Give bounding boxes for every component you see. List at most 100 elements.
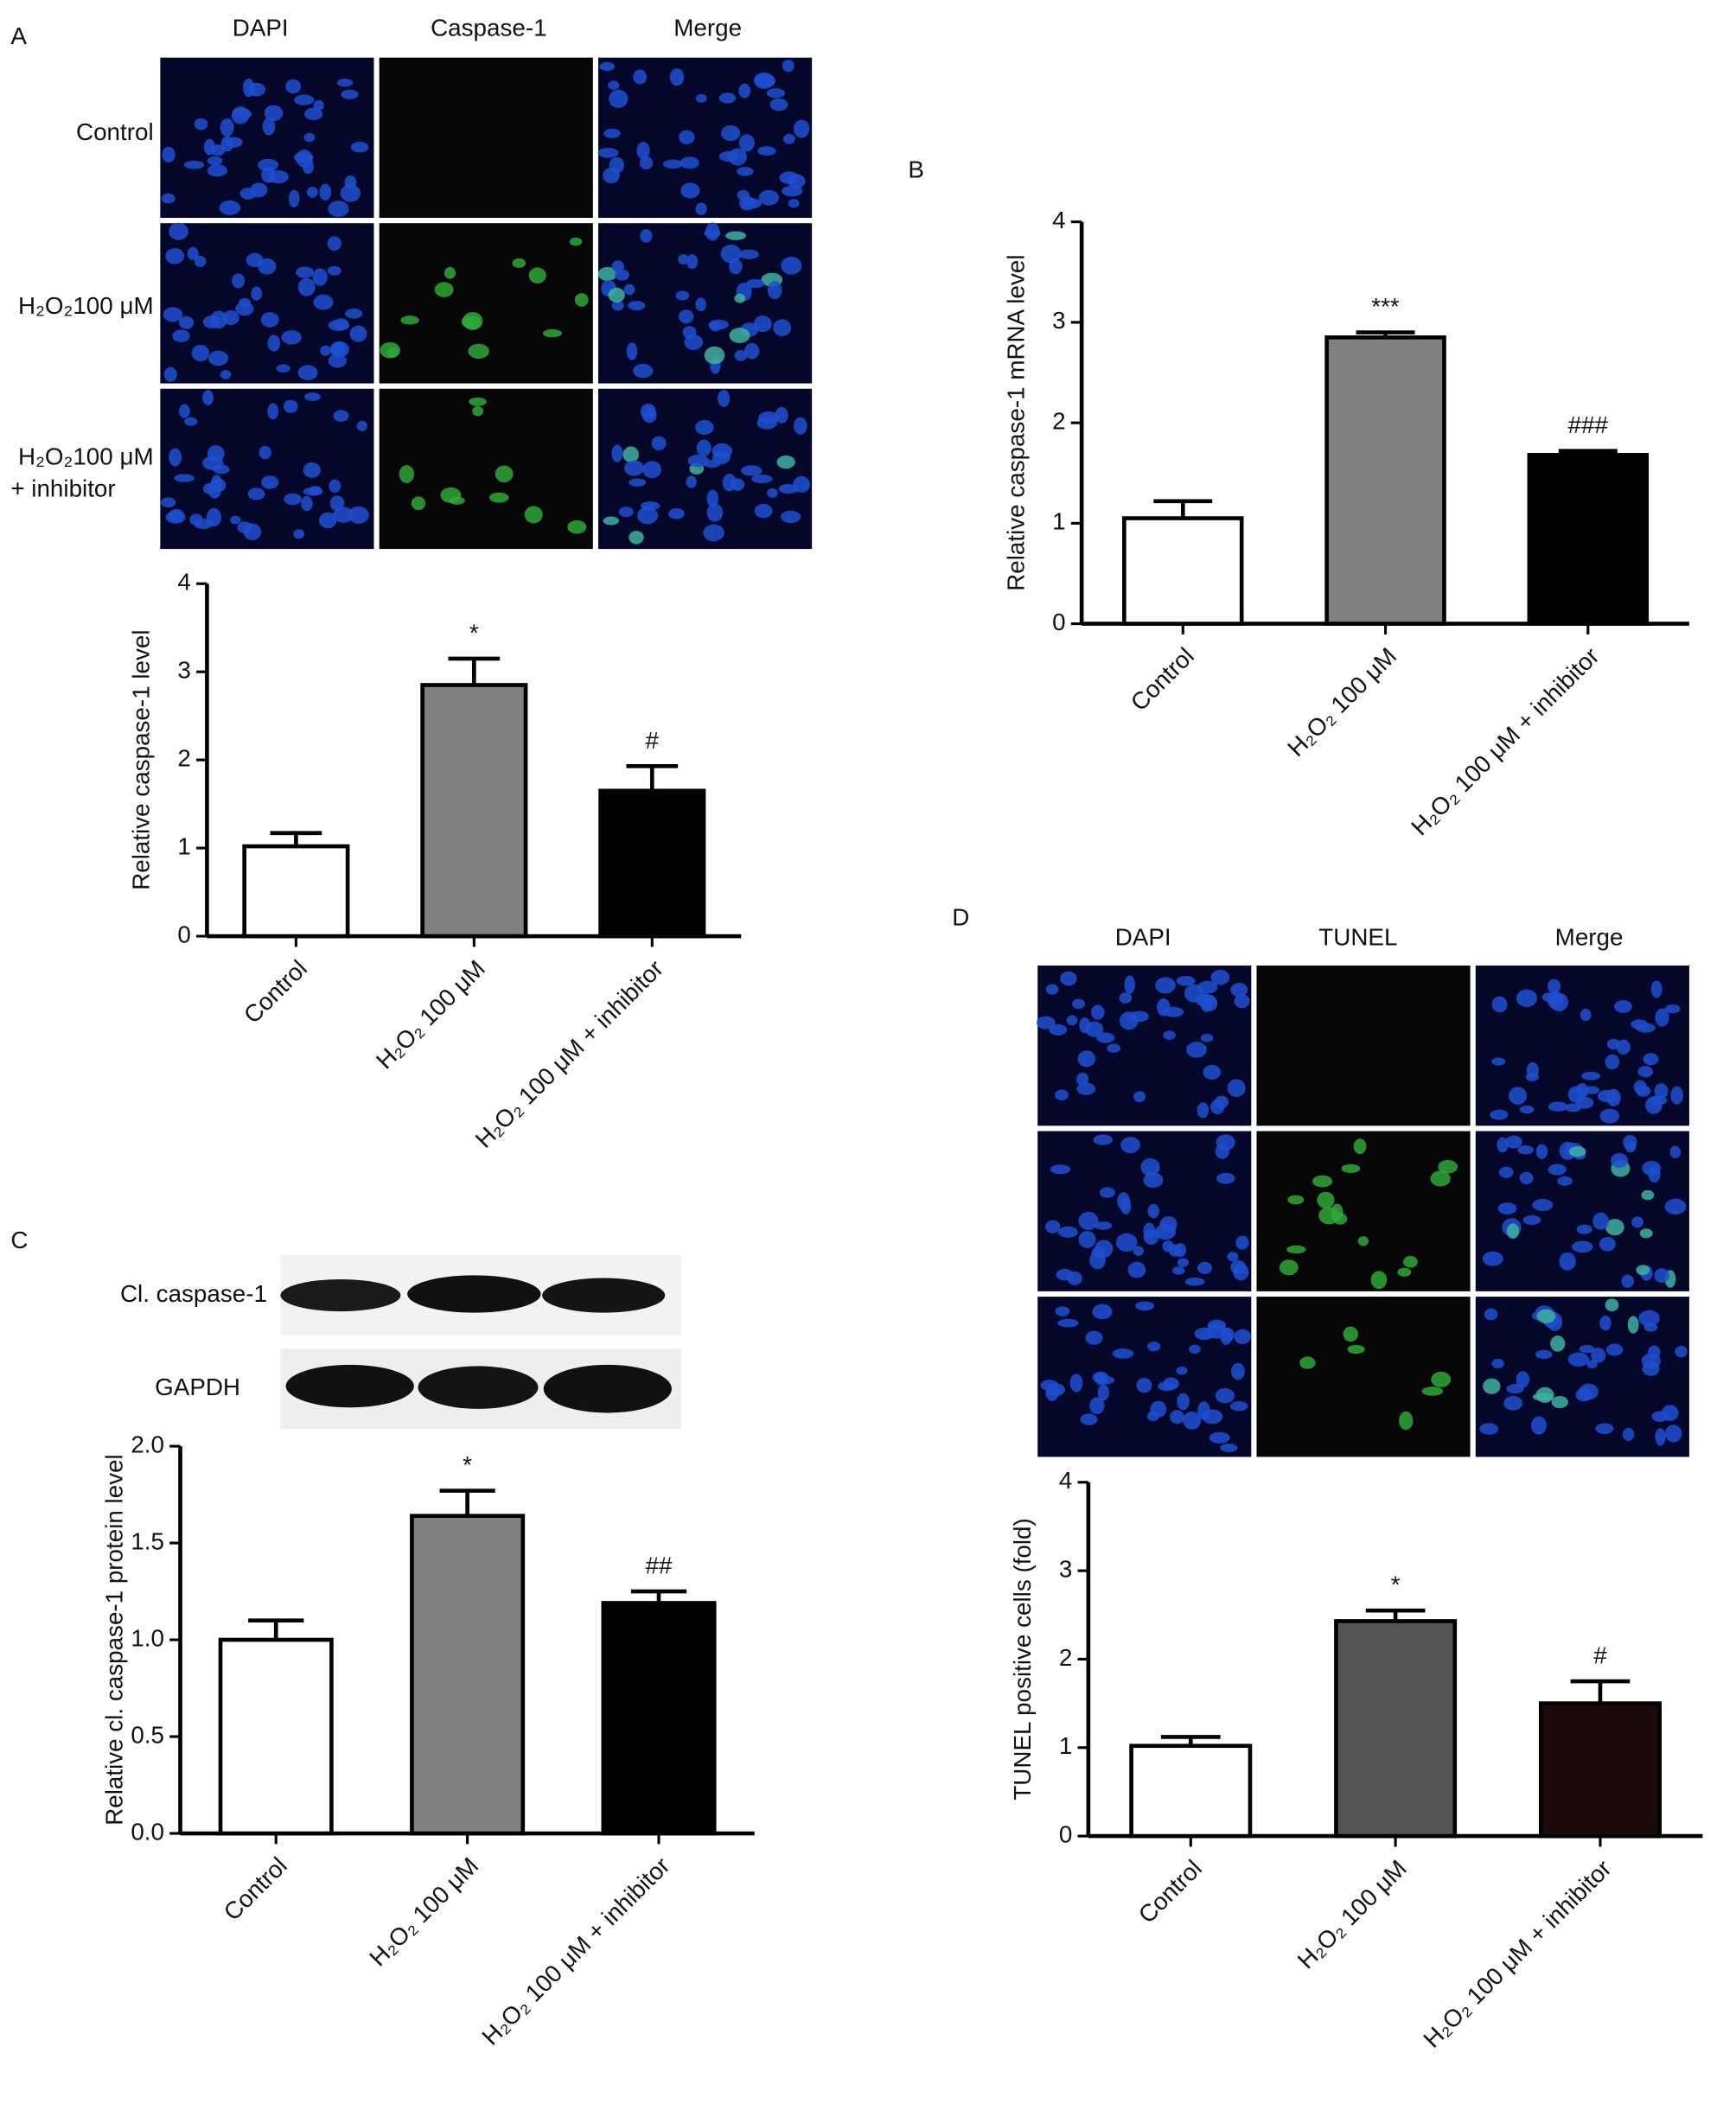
cell-nucleus xyxy=(718,389,731,407)
y-tick-label: 3 xyxy=(1059,1555,1072,1582)
cell-nucleus xyxy=(1572,1240,1593,1253)
cell-nucleus xyxy=(706,503,724,522)
cell-nucleus xyxy=(1089,1397,1105,1415)
cell-nucleus xyxy=(736,167,754,176)
cell-nucleus xyxy=(1115,1233,1138,1253)
panel-label: A xyxy=(10,22,27,49)
cell-nucleus xyxy=(704,346,725,365)
cell-nucleus xyxy=(1147,1341,1161,1352)
cell-nucleus xyxy=(1210,1099,1225,1115)
cell-nucleus xyxy=(1050,1164,1071,1175)
cell-nucleus xyxy=(782,60,795,73)
cell-nucleus xyxy=(1505,1135,1522,1149)
cell-nucleus xyxy=(695,297,706,312)
cell-nucleus xyxy=(444,266,456,279)
cell-nucleus xyxy=(288,189,300,207)
cell-nucleus xyxy=(1664,1004,1681,1014)
cell-nucleus xyxy=(169,222,188,240)
cell-nucleus xyxy=(1170,1410,1184,1425)
cell-nucleus xyxy=(348,506,369,524)
cell-nucleus xyxy=(1526,1061,1539,1079)
cell-nucleus xyxy=(1044,1220,1061,1233)
cell-nucleus xyxy=(1497,1137,1509,1153)
cell-nucleus xyxy=(1549,992,1569,1012)
cell-nucleus xyxy=(1484,1308,1498,1321)
blot-band xyxy=(418,1366,539,1409)
cell-nucleus xyxy=(695,202,707,215)
y-tick-label: 4 xyxy=(1052,207,1065,233)
cell-nucleus xyxy=(1176,1366,1188,1375)
cell-nucleus xyxy=(1535,1349,1553,1360)
cell-nucleus xyxy=(189,513,203,526)
cell-nucleus xyxy=(1550,1335,1566,1352)
cell-nucleus xyxy=(1189,1344,1201,1355)
cell-nucleus xyxy=(1565,1103,1581,1112)
cell-nucleus xyxy=(1112,1348,1134,1359)
significance-label: # xyxy=(646,727,660,754)
cell-nucleus xyxy=(1655,1428,1666,1446)
cell-nucleus xyxy=(1675,1345,1688,1358)
cell-nucleus xyxy=(609,156,625,174)
cell-nucleus xyxy=(333,341,346,356)
cell-nucleus xyxy=(1119,992,1133,1004)
cell-nucleus xyxy=(1522,1214,1541,1226)
cell-nucleus xyxy=(1230,982,1248,998)
cell-nucleus xyxy=(712,443,733,459)
row-label: + inhibitor xyxy=(10,475,115,501)
cell-nucleus xyxy=(303,107,323,121)
cell-nucleus xyxy=(1036,1016,1056,1030)
x-tick-label: H₂O₂ 100 μM + inhibitor xyxy=(476,1852,674,2050)
cell-nucleus xyxy=(165,247,185,265)
significance-label: * xyxy=(469,619,479,646)
cell-nucleus xyxy=(734,293,745,303)
cell-nucleus xyxy=(633,69,648,85)
bar xyxy=(1334,1619,1458,1839)
cell-nucleus xyxy=(746,278,765,289)
cell-nucleus xyxy=(304,392,321,401)
cell-nucleus xyxy=(1183,1411,1202,1430)
cell-nucleus xyxy=(637,507,659,525)
x-tick-label: Control xyxy=(239,955,312,1029)
cell-nucleus xyxy=(1077,1050,1096,1068)
cell-nucleus xyxy=(1155,977,1176,994)
cell-nucleus xyxy=(1200,1033,1214,1042)
cell-nucleus xyxy=(744,342,760,360)
cell-nucleus xyxy=(258,445,271,460)
cell-nucleus xyxy=(751,474,773,484)
cell-nucleus xyxy=(1159,1216,1178,1233)
cell-nucleus xyxy=(603,516,620,526)
cell-nucleus xyxy=(267,335,281,352)
cell-nucleus xyxy=(756,416,778,430)
cell-nucleus xyxy=(767,488,778,498)
cell-nucleus xyxy=(380,341,401,359)
cell-nucleus xyxy=(1530,1416,1547,1435)
error-bar xyxy=(1153,499,1213,519)
cell-nucleus xyxy=(788,174,806,188)
cell-nucleus xyxy=(757,146,776,156)
blot-band xyxy=(280,1278,401,1312)
y-tick-label: 3 xyxy=(177,657,190,684)
cell-nucleus xyxy=(1592,1212,1610,1230)
cell-nucleus xyxy=(1150,1400,1167,1418)
cell-nucleus xyxy=(267,403,279,420)
cell-nucleus xyxy=(169,508,184,521)
micrograph xyxy=(379,223,593,384)
blot-label: Cl. caspase-1 xyxy=(120,1280,267,1307)
cell-nucleus xyxy=(231,106,250,124)
cell-nucleus xyxy=(1312,1175,1333,1188)
cell-nucleus xyxy=(718,92,737,104)
cell-nucleus xyxy=(1202,996,1218,1011)
cell-nucleus xyxy=(574,293,589,307)
cell-nucleus xyxy=(679,130,695,144)
bar xyxy=(218,1637,334,1836)
cell-nucleus xyxy=(788,199,800,208)
y-axis-label: TUNEL positive cells (fold) xyxy=(1009,1518,1036,1800)
cell-nucleus xyxy=(708,319,729,330)
cell-nucleus xyxy=(1107,1043,1121,1053)
cell-nucleus xyxy=(328,354,347,368)
cell-nucleus xyxy=(1133,1091,1146,1103)
cell-nucleus xyxy=(703,524,724,542)
cell-nucleus xyxy=(1085,1021,1104,1037)
cell-nucleus xyxy=(740,465,763,476)
